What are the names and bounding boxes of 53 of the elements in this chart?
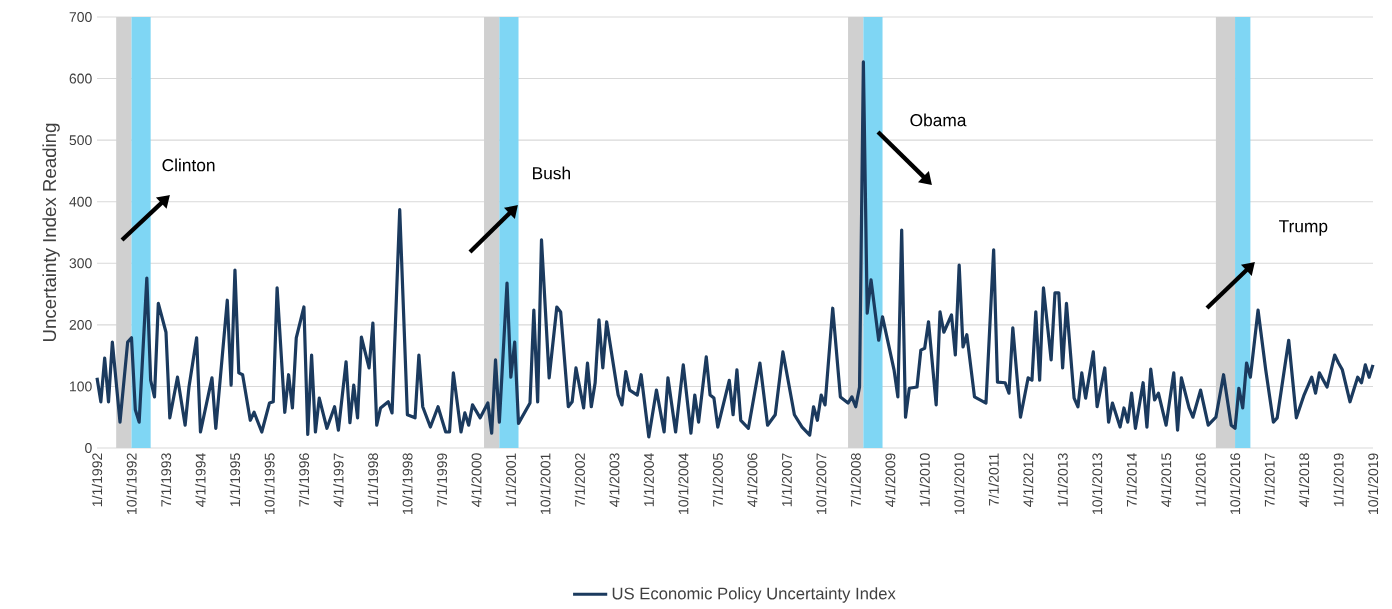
annotation: Trump: [1279, 220, 1328, 236]
x-tick-label: 4/1/2009: [885, 453, 896, 507]
x-tick-label: 1/1/2007: [781, 453, 792, 507]
x-tick-label: 7/1/1999: [436, 453, 448, 507]
y-tick-label: 300: [69, 258, 92, 269]
y-axis-title: Uncertainty Index Reading: [42, 123, 60, 342]
y-tick-label: 400: [69, 196, 92, 207]
y-tick-label: 600: [69, 73, 92, 84]
x-tick-label: 1/1/2019: [1333, 453, 1344, 507]
x-tick-label: 10/1/1998: [402, 453, 413, 514]
x-tick-label: 4/1/1994: [195, 453, 206, 507]
line-series: [95, 60, 1375, 439]
y-tick-label: 100: [70, 381, 92, 392]
annotation: Clinton: [162, 158, 215, 172]
x-tick-label: 4/1/2012: [1023, 453, 1034, 507]
x-tick-label: 7/1/2008: [850, 453, 861, 507]
y-tick-label: 200: [69, 319, 92, 330]
x-tick-label: 4/1/2006: [747, 453, 758, 507]
x-tick-label: 1/1/1995: [229, 453, 241, 507]
x-tick-label: 1/1/2004: [643, 453, 654, 507]
x-tick-label: 10/1/2019: [1367, 453, 1379, 514]
x-tick-label: 1/1/2016: [1195, 453, 1206, 507]
x-tick-label: 10/1/2016: [1229, 453, 1241, 514]
x-tick-label: 10/1/2004: [678, 453, 689, 514]
x-tick-label: 7/1/2011: [988, 453, 999, 506]
x-tick-label: 7/1/2002: [574, 453, 585, 507]
x-tick-label: 7/1/2005: [712, 453, 723, 507]
legend-label: US Economic Policy Uncertainty Index: [612, 587, 896, 603]
x-tick-label: 10/1/1995: [264, 453, 275, 514]
x-tick-label: 10/1/1992: [126, 453, 137, 514]
x-tick-label: 4/1/1997: [333, 453, 344, 507]
x-tick-label: 10/1/2010: [954, 453, 965, 514]
x-tick-label: 4/1/2000: [471, 453, 482, 507]
y-tick-label: 0: [85, 443, 92, 453]
x-tick-label: 4/1/2015: [1160, 453, 1172, 507]
x-tick-label: 7/1/2017: [1264, 453, 1275, 507]
x-tick-label: 1/1/2010: [919, 453, 930, 507]
x-tick-label: 10/1/2001: [540, 453, 551, 514]
y-tick-label: 700: [69, 12, 92, 22]
x-tick-label: 1/1/2013: [1057, 453, 1068, 507]
x-tick-label: 10/1/2013: [1091, 453, 1103, 514]
x-tick-label: 7/1/1993: [160, 453, 172, 507]
x-tick-label: 1/1/1992: [91, 453, 103, 507]
annotation: Bush: [533, 166, 570, 180]
x-tick-label: 1/1/1998: [367, 453, 379, 507]
x-tick-label: 4/1/2003: [609, 453, 620, 507]
x-tick-label: 10/1/2007: [816, 453, 827, 514]
x-tick-label: 1/1/2001: [505, 453, 516, 507]
x-tick-label: 7/1/2014: [1126, 453, 1137, 507]
x-tick-label: 7/1/1996: [298, 453, 310, 507]
y-tick-label: 500: [69, 135, 92, 146]
x-tick-label: 4/1/2018: [1298, 453, 1310, 507]
annotation: Obama: [910, 113, 967, 127]
